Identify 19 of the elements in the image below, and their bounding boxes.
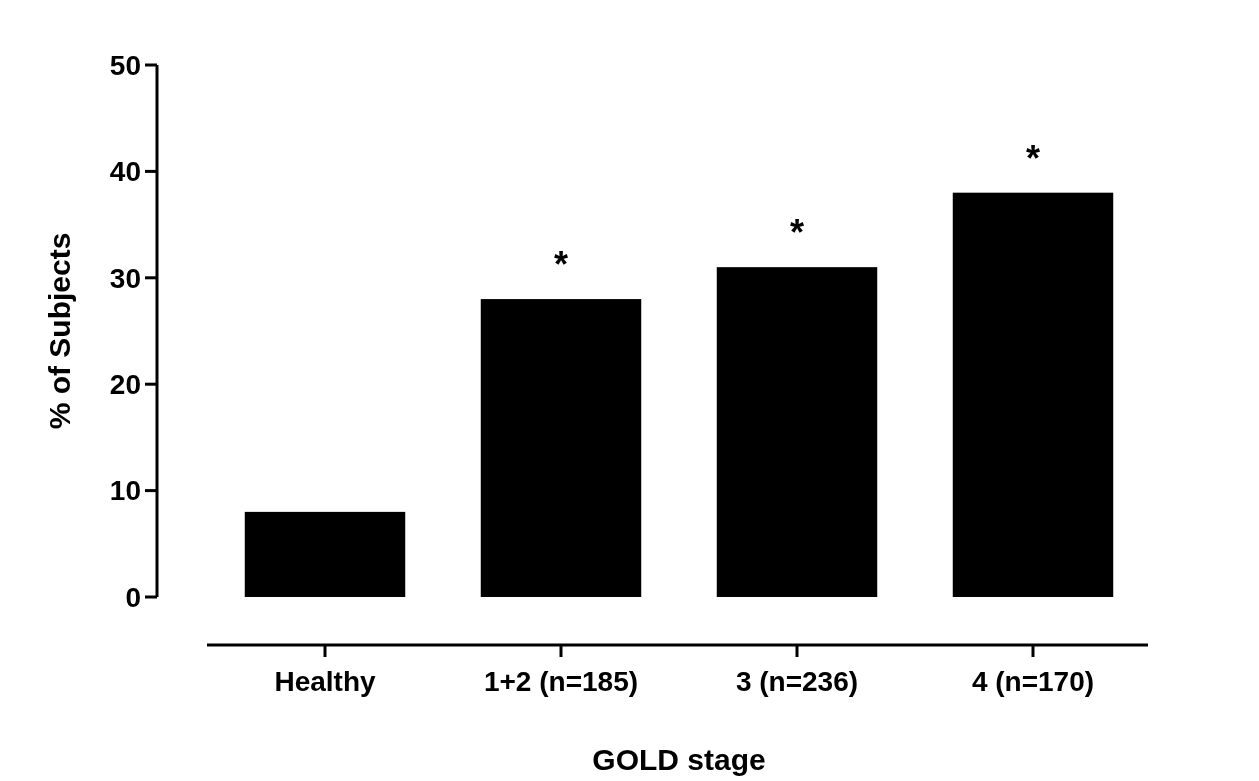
annotation: * xyxy=(789,212,805,254)
annotation: * xyxy=(1025,137,1041,179)
x-tick-label: 3 (n=236) xyxy=(735,666,859,697)
y-tick-label: 0 xyxy=(125,581,141,613)
bar xyxy=(952,192,1114,597)
y-axis-title: % of Subjects xyxy=(43,232,76,430)
y-tick-label: 20 xyxy=(109,369,141,400)
y-tick-label: 10 xyxy=(109,475,141,507)
x-tick-label: 1+2 (n=185) xyxy=(483,666,639,697)
bar xyxy=(244,511,406,597)
y-tick-label: 40 xyxy=(109,156,141,188)
x-tick-label: 4 (n=170) xyxy=(971,666,1095,697)
x-axis-title: GOLD stage xyxy=(592,743,766,776)
y-tick-label: 50 xyxy=(109,49,141,81)
y-tick-label: 30 xyxy=(109,262,141,294)
x-tick-label: Healthy xyxy=(274,666,376,697)
annotation: * xyxy=(553,244,569,286)
bar xyxy=(480,299,642,597)
bar xyxy=(716,267,878,597)
